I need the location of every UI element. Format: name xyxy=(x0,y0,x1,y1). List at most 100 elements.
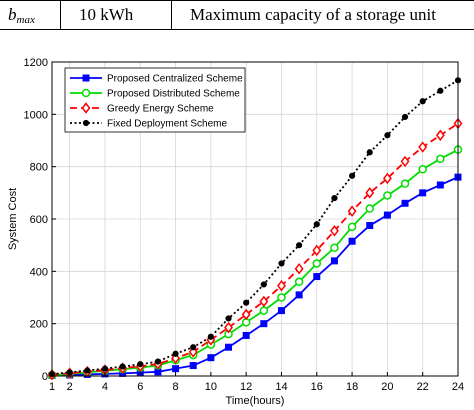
data-point xyxy=(259,295,269,308)
data-point xyxy=(119,363,126,370)
data-point xyxy=(437,87,444,94)
data-point xyxy=(190,344,197,351)
x-tick-label: 1 xyxy=(49,381,55,393)
data-point xyxy=(401,199,409,207)
data-point xyxy=(436,154,445,164)
data-point xyxy=(225,343,233,351)
data-point xyxy=(366,149,373,156)
data-point xyxy=(241,308,251,321)
data-point xyxy=(347,205,357,217)
data-point xyxy=(207,333,214,340)
symbol-subscript: max xyxy=(16,13,35,26)
legend-item: Fixed Deployment Scheme xyxy=(70,119,227,130)
data-point xyxy=(419,189,427,197)
data-point xyxy=(330,243,339,253)
data-point xyxy=(418,165,427,174)
legend-marker xyxy=(81,88,91,98)
x-tick-label: 22 xyxy=(417,381,429,393)
data-point xyxy=(366,222,374,230)
data-point xyxy=(260,320,268,328)
data-point xyxy=(418,141,428,153)
data-point xyxy=(384,132,391,139)
y-tick-label: 1000 xyxy=(24,109,48,121)
x-tick-label: 6 xyxy=(137,381,143,393)
data-point xyxy=(435,129,445,141)
y-tick-label: 400 xyxy=(30,266,48,278)
legend-label: Fixed Deployment Scheme xyxy=(107,119,227,130)
data-point xyxy=(348,172,356,179)
data-point xyxy=(137,361,144,368)
data-point xyxy=(277,280,286,292)
x-axis-label: Time(hours) xyxy=(226,395,285,407)
data-point xyxy=(348,237,356,245)
data-point xyxy=(400,179,410,188)
data-point xyxy=(242,331,250,339)
data-point xyxy=(401,113,409,121)
legend-marker xyxy=(82,119,90,127)
data-point xyxy=(436,181,444,189)
data-point xyxy=(330,257,338,265)
data-point xyxy=(259,306,269,315)
data-point xyxy=(278,260,285,267)
x-tick-label: 16 xyxy=(311,381,323,393)
value-cell: 10 kWh xyxy=(60,0,172,30)
data-point xyxy=(329,225,339,237)
legend: Proposed Centralized Scheme Proposed Dist… xyxy=(64,67,246,133)
legend-label: Greedy Energy Scheme xyxy=(107,104,214,115)
y-tick-label: 1200 xyxy=(24,57,48,69)
data-point xyxy=(400,155,410,168)
series-1 xyxy=(48,173,462,379)
x-tick-label: 2 xyxy=(67,381,73,393)
line-chart: 1 2 4 6 8 10 12 14 16 18 20 22 240200400600800100012… xyxy=(7,57,464,407)
data-point xyxy=(294,277,304,287)
data-point xyxy=(382,172,392,185)
data-point xyxy=(172,365,180,373)
legend-label: Proposed Distributed Scheme xyxy=(107,89,240,100)
data-point xyxy=(313,273,321,281)
x-tick-label: 8 xyxy=(173,381,179,393)
x-tick-label: 20 xyxy=(381,381,393,393)
legend-item: Greedy Energy Scheme xyxy=(70,102,214,115)
data-point xyxy=(154,358,162,365)
data-point xyxy=(383,191,392,200)
x-tick-label: 12 xyxy=(240,381,252,393)
data-point xyxy=(277,307,285,315)
y-axis-label: System Cost xyxy=(7,188,19,250)
data-point xyxy=(312,259,322,268)
y-tick-label: 200 xyxy=(30,319,48,331)
x-tick-label: 4 xyxy=(102,381,108,393)
data-point xyxy=(243,299,250,306)
legend-label: Proposed Centralized Scheme xyxy=(107,74,243,85)
data-point xyxy=(224,321,233,334)
x-tick-label: 14 xyxy=(275,381,287,393)
y-tick-label: 0 xyxy=(42,371,48,383)
data-point xyxy=(383,211,391,219)
y-tick-label: 800 xyxy=(30,162,48,174)
table-row: bmax 10 kWh Maximum capacity of a storag… xyxy=(0,0,474,30)
data-point xyxy=(347,222,357,232)
data-point xyxy=(295,291,303,299)
data-point xyxy=(260,281,267,288)
x-tick-label: 18 xyxy=(346,381,358,393)
data-point xyxy=(365,204,374,213)
data-point xyxy=(101,365,109,372)
data-point xyxy=(313,221,320,228)
data-point xyxy=(207,354,215,362)
y-tick-label: 600 xyxy=(30,214,48,226)
data-point xyxy=(365,187,375,199)
x-tick-label: 24 xyxy=(452,381,464,393)
legend-marker xyxy=(82,74,90,82)
data-point xyxy=(331,194,338,202)
data-point xyxy=(172,350,179,357)
data-point xyxy=(312,244,322,257)
data-point xyxy=(294,262,304,275)
data-point xyxy=(296,242,303,249)
symbol-cell: bmax xyxy=(0,0,61,30)
series-4 xyxy=(48,77,462,378)
data-point xyxy=(189,362,197,370)
x-tick-label: 10 xyxy=(205,381,217,393)
legend-marker xyxy=(81,102,91,114)
legend-item: Proposed Centralized Scheme xyxy=(70,74,243,85)
parameter-table: bmax 10 kWh Maximum capacity of a storag… xyxy=(0,0,474,30)
symbol-main: b xyxy=(8,4,17,24)
